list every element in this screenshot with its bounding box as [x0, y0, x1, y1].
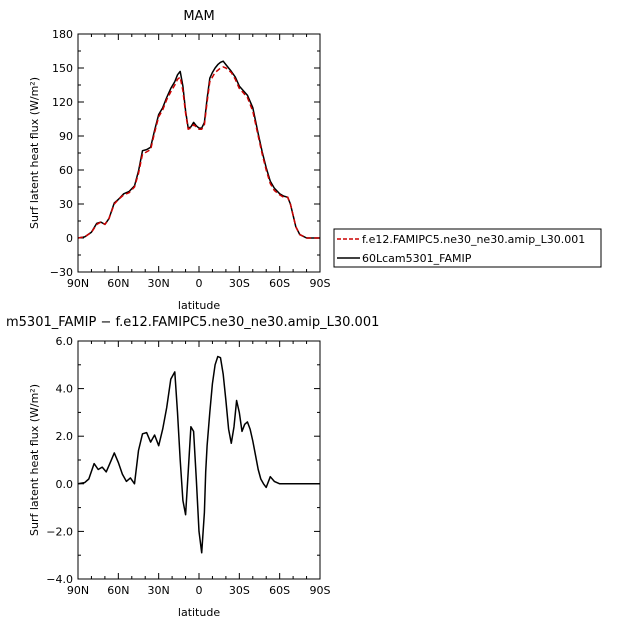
- bottom-chart-title: m5301_FAMIP − f.e12.FAMIPC5.ne30_ne30.am…: [6, 315, 379, 330]
- top-x-tick-label: 90S: [310, 277, 331, 290]
- bottom-y-tick-label: 2.0: [56, 430, 74, 443]
- bottom-plot-frame: [77, 340, 321, 580]
- bottom-axis-ticks: 90N 60N 30N 0 30S 60S 90S −4.0 −2.0 0.0 2.0 4.0 6.0: [46, 335, 330, 597]
- top-x-tick-label: 0: [196, 277, 203, 290]
- top-series-line-1: [77, 66, 320, 239]
- top-x-tick-label: 60S: [269, 277, 290, 290]
- top-y-tick-label: 120: [52, 96, 73, 109]
- bottom-y-tick-label: 6.0: [56, 335, 74, 348]
- bottom-x-tick-label: 90N: [67, 584, 89, 597]
- bottom-x-axis-label: latitude: [178, 606, 220, 619]
- top-y-tick-label: 180: [52, 28, 73, 41]
- bottom-y-tick-label: 0.0: [56, 478, 74, 491]
- top-series-lines: [77, 60, 320, 239]
- bottom-series-line-1: [77, 355, 320, 554]
- top-y-tick-label: 150: [52, 62, 73, 75]
- legend-label-series-2: 60Lcam5301_FAMIP: [362, 252, 472, 265]
- bottom-x-tick-label: 30S: [229, 584, 250, 597]
- top-panel: MAM Surf latent heat flux (W/m²) latitud…: [28, 9, 331, 312]
- top-plot-frame: [77, 33, 321, 273]
- top-y-tick-label: 30: [59, 198, 73, 211]
- bottom-x-tick-label: 90S: [310, 584, 331, 597]
- top-y-tick-label: 0: [66, 232, 73, 245]
- top-x-tick-label: 60N: [107, 277, 129, 290]
- top-series-line-2: [77, 60, 320, 239]
- top-chart-title: MAM: [183, 9, 214, 24]
- bottom-panel: m5301_FAMIP − f.e12.FAMIPC5.ne30_ne30.am…: [6, 315, 379, 619]
- top-axis-ticks: 90N 60N 30N 0 30S 60S 90S −30 0 30 60 90 120 150 180: [50, 28, 331, 290]
- top-x-axis-label: latitude: [178, 299, 220, 312]
- bottom-x-tick-label: 30N: [148, 584, 170, 597]
- top-y-tick-label: −30: [50, 266, 73, 279]
- bottom-y-tick-label: −2.0: [46, 525, 73, 538]
- top-y-tick-label: 60: [59, 164, 73, 177]
- top-x-tick-label: 30S: [229, 277, 250, 290]
- bottom-y-axis-label: Surf latent heat flux (W/m²): [28, 384, 41, 536]
- bottom-x-tick-label: 0: [196, 584, 203, 597]
- legend: f.e12.FAMIPC5.ne30_ne30.amip_L30.001 60L…: [333, 228, 602, 268]
- bottom-series-lines: [77, 355, 320, 554]
- bottom-x-tick-label: 60S: [269, 584, 290, 597]
- legend-label-series-1: f.e12.FAMIPC5.ne30_ne30.amip_L30.001: [362, 233, 585, 246]
- legend-box: [333, 228, 602, 268]
- top-y-tick-label: 90: [59, 130, 73, 143]
- top-x-tick-label: 90N: [67, 277, 89, 290]
- bottom-y-tick-label: −4.0: [46, 573, 73, 586]
- bottom-y-tick-label: 4.0: [56, 383, 74, 396]
- bottom-x-tick-label: 60N: [107, 584, 129, 597]
- top-x-tick-label: 30N: [148, 277, 170, 290]
- top-y-axis-label: Surf latent heat flux (W/m²): [28, 77, 41, 229]
